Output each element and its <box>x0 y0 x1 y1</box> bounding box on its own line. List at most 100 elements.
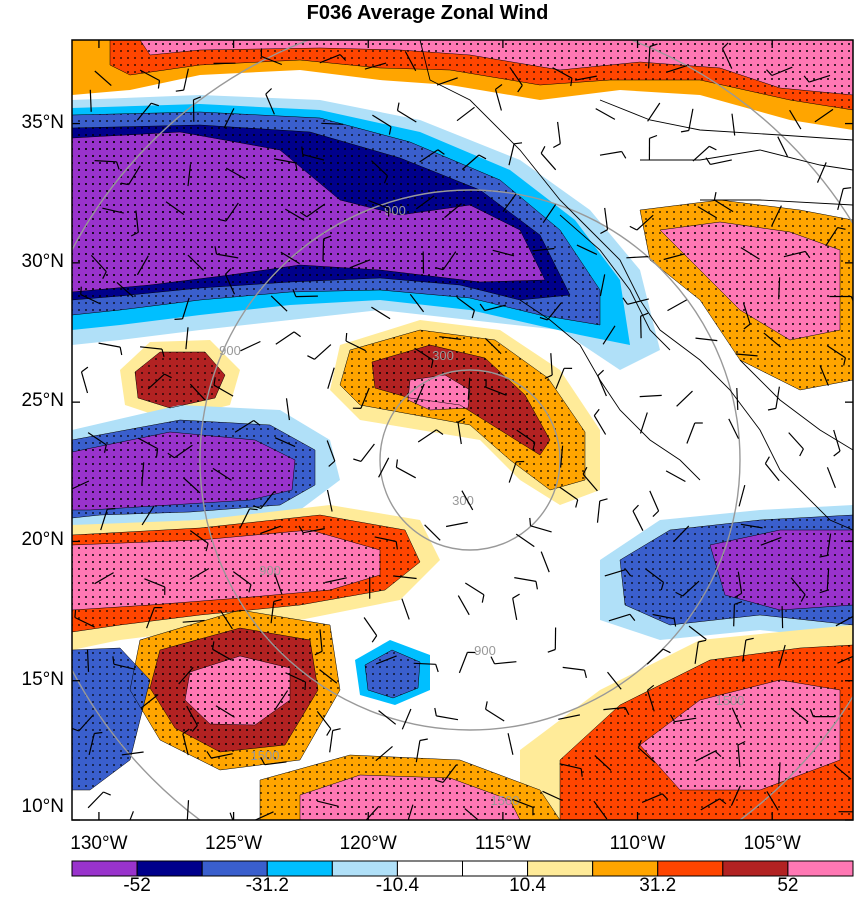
coastline <box>700 199 853 206</box>
wind-barb <box>401 598 410 620</box>
wind-barb <box>94 572 114 585</box>
wind-barb <box>515 533 535 548</box>
wind-barb-flag <box>399 826 407 827</box>
wind-barb <box>790 707 809 723</box>
wind-barb <box>550 353 553 376</box>
wind-barb <box>113 663 136 670</box>
wind-barb <box>763 332 781 348</box>
range-ring-label: 900 <box>384 203 406 218</box>
stipple-region <box>407 374 471 411</box>
wind-barb <box>363 617 378 636</box>
wind-barb <box>116 281 134 298</box>
wind-barb-flag <box>649 43 658 48</box>
wind-barb <box>165 201 185 215</box>
wind-barb-flag <box>714 750 722 758</box>
wind-barb-flag <box>660 582 665 591</box>
wind-barb-flag <box>582 466 588 475</box>
lon-tick-label: 120°W <box>339 833 397 854</box>
wind-barb-flag <box>107 508 116 510</box>
wind-barb <box>667 299 687 312</box>
wind-barb <box>665 470 686 483</box>
range-ring-label: 1500 <box>491 793 520 808</box>
wind-barb <box>596 500 601 523</box>
wind-barb <box>508 461 517 483</box>
wind-barb <box>185 327 189 350</box>
wind-barb <box>647 102 661 122</box>
wind-barb-flag <box>833 450 841 457</box>
range-ring-label: 1500 <box>251 748 280 763</box>
wind-barb-flag <box>737 740 746 746</box>
wind-barb-flag <box>206 751 212 759</box>
wind-barb <box>189 530 209 544</box>
wind-barb <box>374 536 397 543</box>
colorbar-label: -52 <box>123 875 151 896</box>
wind-barb <box>559 763 582 770</box>
wind-barb <box>135 210 139 233</box>
wind-barb <box>371 160 388 177</box>
wind-barb <box>485 708 505 722</box>
wind-barb <box>735 353 758 357</box>
colorbar-swatch <box>266 860 333 877</box>
wind-barb <box>181 297 190 320</box>
wind-barb <box>641 793 663 803</box>
wind-barb <box>730 785 741 806</box>
wind-barb-flag <box>734 592 742 598</box>
wind-barb-flag <box>553 143 561 149</box>
wind-barb-flag <box>193 96 202 101</box>
wind-barb-flag <box>371 635 378 643</box>
wind-barb <box>439 336 462 340</box>
wind-barb-flag <box>709 145 717 151</box>
stipple-region <box>72 529 381 611</box>
colorbar-label: 52 <box>777 875 799 896</box>
wind-barb <box>364 62 387 70</box>
wind-barb-flag <box>535 581 538 590</box>
wind-barb-flag <box>63 485 69 491</box>
wind-barb <box>326 489 333 512</box>
wind-barb <box>808 74 831 83</box>
lon-tick-label: 105°W <box>743 833 801 854</box>
wind-barb-flag <box>547 648 556 653</box>
colorbar-swatch <box>462 860 529 877</box>
wind-barb <box>737 571 743 594</box>
wind-barb <box>530 525 552 533</box>
wind-barb <box>137 437 158 450</box>
wind-barb <box>597 375 607 397</box>
wind-barb <box>394 575 417 580</box>
wind-barb-flag <box>353 458 362 462</box>
wind-barb-flag <box>119 346 123 356</box>
wind-barb <box>80 294 101 305</box>
wind-barb <box>147 373 165 390</box>
wind-barb <box>260 490 276 509</box>
wind-barb <box>740 523 763 529</box>
wind-barb-flag <box>253 420 261 426</box>
wind-barb <box>826 467 836 489</box>
wind-barb <box>575 75 597 81</box>
wind-barb <box>593 415 607 435</box>
wind-barb-flag <box>539 316 548 321</box>
wind-barb <box>532 247 555 252</box>
colorbar-swatch <box>657 860 724 877</box>
wind-barb-flag <box>112 656 115 665</box>
wind-barb <box>280 251 300 265</box>
wind-barb <box>607 671 622 690</box>
wind-barb <box>345 340 366 352</box>
wind-barb-flag <box>81 366 89 373</box>
wind-barb <box>602 325 616 345</box>
wind-barb <box>467 377 471 400</box>
wind-barb <box>682 580 700 597</box>
wind-barb <box>413 662 436 665</box>
wind-barb <box>819 365 829 386</box>
wind-barb-flag <box>457 417 466 423</box>
wind-barb <box>736 387 739 411</box>
wind-barb <box>215 705 235 718</box>
wind-barb-flag <box>532 442 536 451</box>
wind-barb <box>414 347 434 361</box>
wind-barb-flag <box>395 459 398 468</box>
wind-barb <box>397 109 417 123</box>
wind-barb <box>494 661 517 665</box>
wind-barb-flag <box>799 448 804 457</box>
wind-barb <box>700 798 721 811</box>
wind-barb <box>686 422 696 444</box>
wind-barb-flag <box>301 146 304 155</box>
wind-barb <box>407 804 414 820</box>
